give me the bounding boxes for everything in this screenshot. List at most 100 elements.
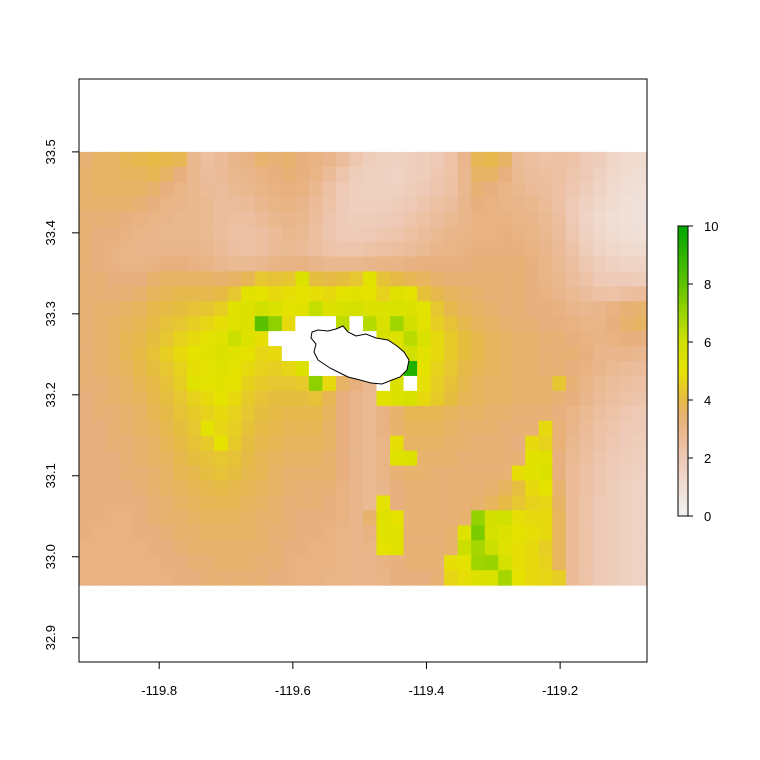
raster-cell (281, 540, 296, 556)
raster-cell (133, 570, 148, 586)
raster-cell (241, 420, 256, 437)
raster-cell (390, 166, 405, 183)
raster-cell (579, 361, 594, 377)
raster-cell (92, 405, 107, 422)
raster-cell (511, 495, 526, 511)
raster-cell (133, 510, 148, 526)
raster-cell (308, 196, 324, 213)
raster-cell (579, 375, 594, 392)
raster-cell (498, 256, 513, 272)
raster-cell (241, 375, 256, 392)
raster-cell (254, 390, 269, 407)
raster-cell (417, 196, 432, 213)
raster-cell (525, 480, 540, 497)
raster-cell (619, 570, 635, 586)
raster-cell (200, 316, 215, 332)
raster-cell (146, 495, 161, 511)
raster-cell (417, 555, 432, 571)
raster-cell (106, 570, 121, 586)
raster-cell (227, 405, 242, 422)
raster-cell (187, 540, 202, 556)
raster-cell (281, 331, 296, 347)
raster-cell (471, 346, 486, 362)
raster-cell (200, 435, 215, 452)
raster-cell (417, 271, 432, 287)
raster-cell (160, 540, 175, 556)
raster-cell (592, 525, 608, 541)
raster-cell (146, 525, 161, 541)
raster-cell (241, 390, 256, 407)
raster-cell (268, 256, 283, 272)
raster-cell (619, 346, 635, 362)
raster-cell (106, 286, 121, 302)
raster-cell (565, 450, 580, 467)
raster-cell (146, 570, 161, 586)
raster-cell (295, 196, 310, 213)
raster-cell (335, 390, 351, 407)
raster-cell (214, 271, 229, 287)
raster-cell (349, 151, 364, 168)
raster-cell (200, 361, 215, 377)
raster-cell (268, 316, 283, 332)
legend-tick-label: 8 (704, 277, 711, 292)
raster-cell (525, 465, 540, 482)
raster-cell (565, 495, 580, 511)
raster-cell (538, 301, 553, 317)
raster-cell (376, 450, 391, 467)
raster-cell (254, 181, 269, 198)
raster-cell (579, 286, 594, 302)
raster-cell (92, 331, 107, 347)
raster-cell (498, 525, 513, 541)
raster-cell (498, 495, 513, 511)
raster-cell (430, 570, 445, 586)
raster-cell (430, 196, 445, 213)
raster-cell (633, 211, 648, 228)
raster-cell (511, 316, 526, 332)
raster-cell (281, 375, 296, 392)
raster-cell (187, 316, 202, 332)
raster-cell (79, 346, 94, 362)
raster-cell (349, 211, 364, 228)
raster-cell (484, 196, 499, 213)
raster-cell (619, 510, 635, 526)
raster-cell (606, 346, 621, 362)
raster-cell (268, 331, 283, 347)
raster-cell (619, 241, 635, 258)
raster-cell (295, 465, 310, 482)
raster-cell (619, 480, 635, 497)
raster-cell (390, 196, 405, 213)
raster-cell (106, 346, 121, 362)
raster-cell (160, 390, 175, 407)
raster-cell (335, 555, 351, 571)
raster-cell (376, 570, 391, 586)
raster-cell (295, 510, 310, 526)
raster-cell (241, 525, 256, 541)
raster-cell (619, 495, 635, 511)
raster-cell (187, 555, 202, 571)
raster-cell (146, 405, 161, 422)
raster-cell (579, 540, 594, 556)
raster-cell (349, 256, 364, 272)
raster-cell (619, 256, 635, 272)
raster-cell (160, 480, 175, 497)
raster-cell (525, 316, 540, 332)
raster-cell (471, 361, 486, 377)
raster-cell (538, 540, 553, 556)
raster-cell (146, 390, 161, 407)
raster-cell (227, 540, 242, 556)
raster-cell (133, 495, 148, 511)
raster-cell (308, 166, 324, 183)
raster-cell (227, 510, 242, 526)
raster-cell (349, 166, 364, 183)
raster-cell (403, 211, 418, 228)
raster-cell (308, 510, 324, 526)
raster-cell (214, 480, 229, 497)
raster-cell (633, 241, 648, 258)
raster-cell (403, 331, 418, 347)
raster-cell (227, 181, 242, 198)
raster-cell (363, 495, 378, 511)
raster-cell (335, 405, 351, 422)
raster-cell (119, 256, 134, 272)
raster-cell (633, 271, 648, 287)
raster-cell (160, 166, 175, 183)
